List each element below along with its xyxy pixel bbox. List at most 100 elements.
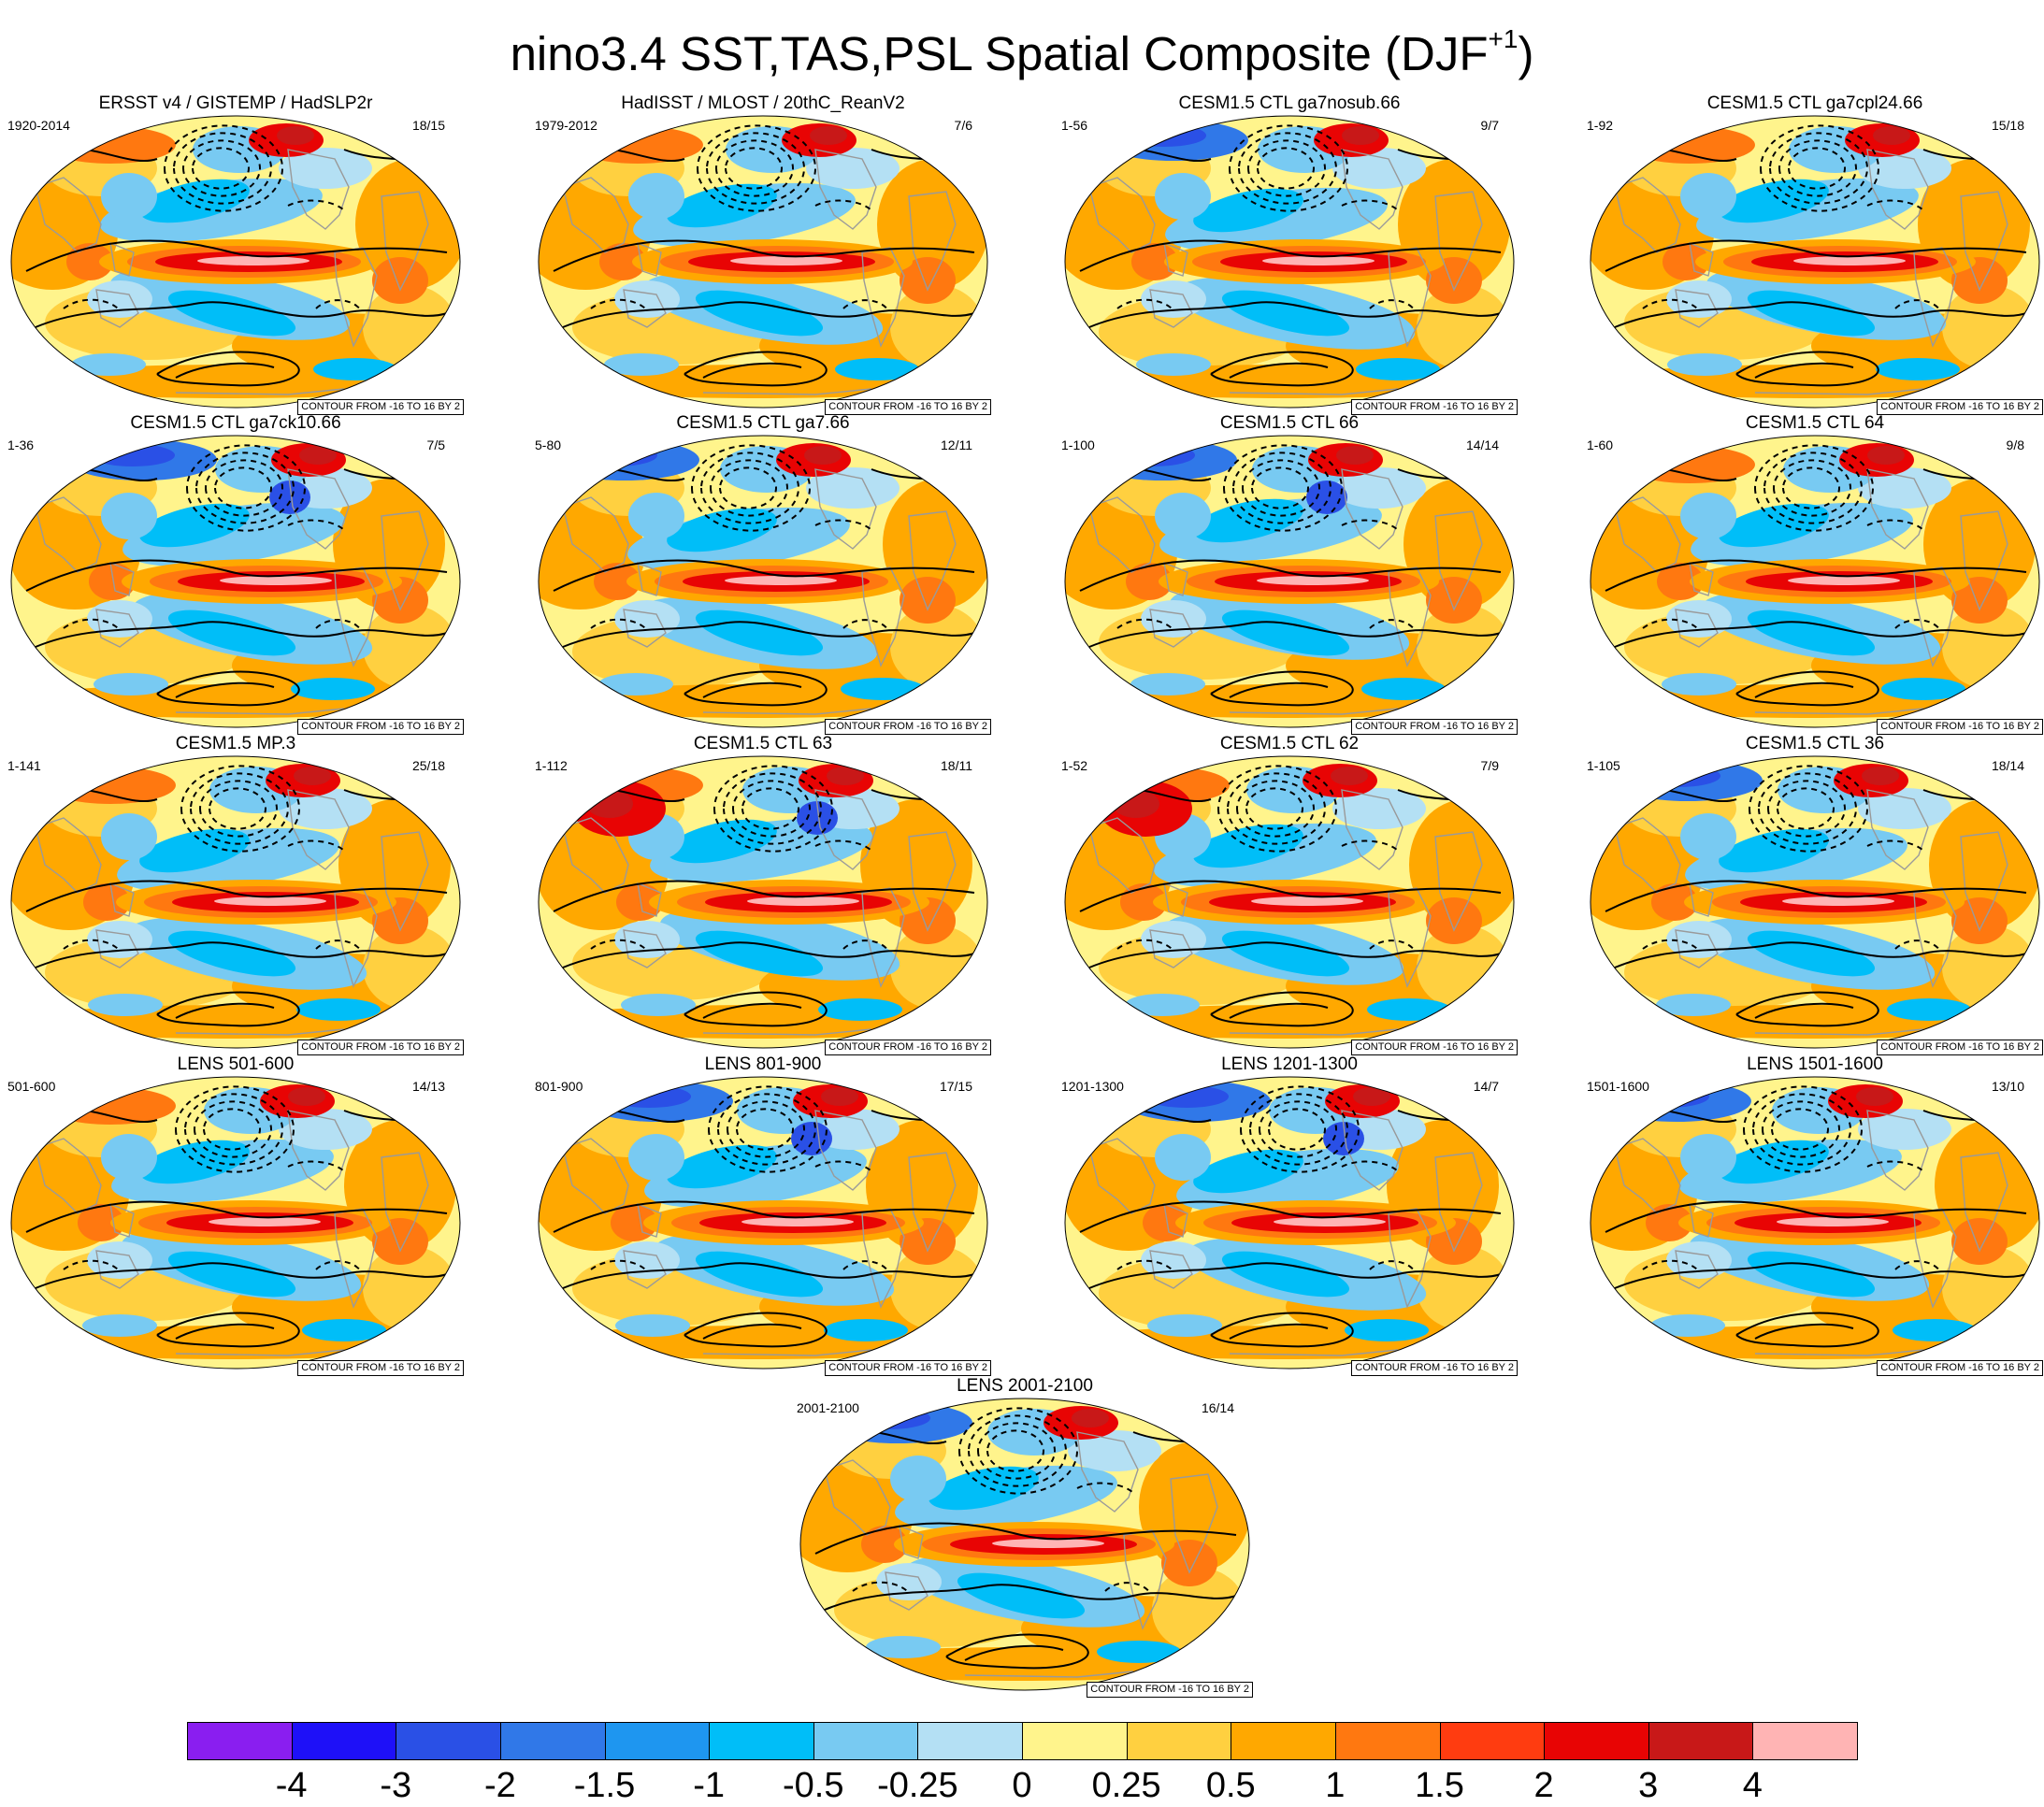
panel-year-range: 5-80 [535,437,562,452]
colorbar-tick-label: 1.5 [1415,1766,1464,1805]
contour-info-box: CONTOUR FROM -16 TO 16 BY 2 [825,399,991,415]
map-panel: CESM1.5 CTL 36 1-105 18/14 CONTOUR FROM -16… [1587,734,2043,1070]
panel-year-range: 1-52 [1061,758,1088,773]
panel-event-count: 7/6 [954,118,972,133]
colorbar-tick-label: -4 [275,1766,308,1805]
panel-year-range: 1201-1300 [1061,1079,1124,1094]
contour-info-box: CONTOUR FROM -16 TO 16 BY 2 [1087,1682,1253,1698]
world-map [10,115,461,409]
map-panel: CESM1.5 CTL 63 1-112 18/11 CONTOUR FROM -16… [535,734,991,1070]
world-map [538,115,988,409]
contour-info-box: CONTOUR FROM -16 TO 16 BY 2 [825,1360,991,1376]
panel-event-count: 14/7 [1473,1079,1499,1094]
world-map [1590,755,2040,1049]
panel-event-count: 9/7 [1480,118,1499,133]
colorbar-tick-label: -0.5 [783,1766,844,1805]
panel-event-count: 7/5 [426,437,445,452]
contour-info-box: CONTOUR FROM -16 TO 16 BY 2 [1351,399,1518,415]
panel-year-range: 1-105 [1587,758,1620,773]
map-panel: CESM1.5 CTL ga7.66 5-80 12/11 CONTOUR FROM … [535,413,991,750]
contour-info-box: CONTOUR FROM -16 TO 16 BY 2 [1351,1360,1518,1376]
panel-title: ERSST v4 / GISTEMP / HadSLP2r [98,93,373,113]
contour-info-box: CONTOUR FROM -16 TO 16 BY 2 [297,719,464,735]
colorbar-tick-label: 0.25 [1091,1766,1161,1805]
map-panel: CESM1.5 CTL 62 1-52 7/9 CONTOUR FROM -16 TO… [1061,734,1518,1070]
colorbar-tick-label: -3 [380,1766,412,1805]
world-map [10,755,461,1049]
colorbar-swatch [709,1722,814,1760]
world-map [538,1076,988,1370]
panel-year-range: 1-141 [7,758,41,773]
colorbar-swatch [1231,1722,1336,1760]
colorbar-swatch [396,1722,501,1760]
map-panel: LENS 2001-2100 2001-2100 16/14 CONTOUR FROM… [797,1376,1253,1713]
panel-event-count: 14/13 [411,1079,445,1094]
panel-title: HadISST / MLOST / 20thC_ReanV2 [621,93,905,113]
colorbar-tick-label: -0.25 [877,1766,958,1805]
panel-year-range: 2001-2100 [797,1400,859,1415]
colorbar-swatch [1648,1722,1754,1760]
world-map [538,435,988,728]
contour-info-box: CONTOUR FROM -16 TO 16 BY 2 [297,1360,464,1376]
map-panel: LENS 1501-1600 1501-1600 13/10 CONTOUR FROM… [1587,1054,2043,1391]
colorbar-swatch [1126,1722,1232,1760]
panel-event-count: 17/15 [939,1079,972,1094]
map-panel: CESM1.5 CTL 64 1-60 9/8 CONTOUR FROM -16 TO… [1587,413,2043,750]
panel-title: CESM1.5 CTL 36 [1745,734,1885,753]
panel-year-range: 1-100 [1061,437,1095,452]
colorbar-tick-label: 3 [1638,1766,1659,1805]
panel-year-range: 1501-1600 [1587,1079,1649,1094]
panel-event-count: 14/14 [1465,437,1499,452]
panel-title: CESM1.5 CTL 66 [1219,413,1360,433]
figure-title-text: nino3.4 SST,TAS,PSL Spatial Composite (D… [510,27,1489,80]
contour-info-box: CONTOUR FROM -16 TO 16 BY 2 [1877,1360,2043,1376]
map-panel: LENS 1201-1300 1201-1300 14/7 CONTOUR FROM … [1061,1054,1518,1391]
colorbar-swatch [1022,1722,1128,1760]
colorbar-swatch [604,1722,711,1760]
figure-title-close: ) [1518,27,1534,80]
colorbar-swatch [1439,1722,1546,1760]
world-map [1064,115,1515,409]
colorbar-swatch [1334,1722,1441,1760]
map-panel: CESM1.5 CTL ga7cpl24.66 1-92 15/18 CONTOUR … [1587,93,2043,430]
panel-event-count: 15/18 [1991,118,2024,133]
panel-event-count: 13/10 [1991,1079,2024,1094]
contour-info-box: CONTOUR FROM -16 TO 16 BY 2 [1877,1040,2043,1055]
map-panel: HadISST / MLOST / 20thC_ReanV2 1979-2012 7… [535,93,991,430]
panel-title: CESM1.5 CTL ga7.66 [676,413,850,433]
panel-event-count: 18/15 [411,118,445,133]
panel-title: CESM1.5 MP.3 [175,734,296,753]
panel-event-count: 18/11 [941,758,972,773]
panel-year-range: 1979-2012 [535,118,597,133]
colorbar-swatch [187,1722,293,1760]
colorbar-swatch [917,1722,1023,1760]
panel-year-range: 1-112 [535,758,568,773]
world-map [538,755,988,1049]
world-map [10,1076,461,1370]
figure-title: nino3.4 SST,TAS,PSL Spatial Composite (D… [0,11,2044,82]
colorbar-tick-label: 0.5 [1205,1766,1256,1805]
panel-year-range: 1-36 [7,437,35,452]
panel-title: LENS 1501-1600 [1747,1054,1883,1074]
panel-year-range: 1920-2014 [7,118,70,133]
map-panel: CESM1.5 MP.3 1-141 25/18 CONTOUR FROM -16 T… [7,734,464,1070]
colorbar-swatch [813,1722,919,1760]
colorbar-swatch [291,1722,397,1760]
world-map [1064,755,1515,1049]
panel-title: LENS 501-600 [177,1054,295,1074]
map-panel: CESM1.5 CTL ga7ck10.66 1-36 7/5 CONTOUR FRO… [7,413,464,750]
contour-info-box: CONTOUR FROM -16 TO 16 BY 2 [1877,399,2043,415]
colorbar-tick-label: -2 [483,1766,516,1805]
panel-title: LENS 2001-2100 [957,1376,1093,1396]
colorbar-tick-label: -1.5 [573,1766,636,1805]
panel-event-count: 16/14 [1201,1400,1234,1415]
panel-year-range: 1-60 [1587,437,1614,452]
contour-info-box: CONTOUR FROM -16 TO 16 BY 2 [1351,719,1518,735]
contour-info-box: CONTOUR FROM -16 TO 16 BY 2 [1877,719,2043,735]
colorbar-swatch [499,1722,606,1760]
contour-info-box: CONTOUR FROM -16 TO 16 BY 2 [297,1040,464,1055]
world-map [1064,1076,1515,1370]
panel-title: CESM1.5 CTL 64 [1745,413,1885,433]
world-map [799,1398,1250,1691]
colorbar-tick-label: 1 [1325,1766,1346,1805]
